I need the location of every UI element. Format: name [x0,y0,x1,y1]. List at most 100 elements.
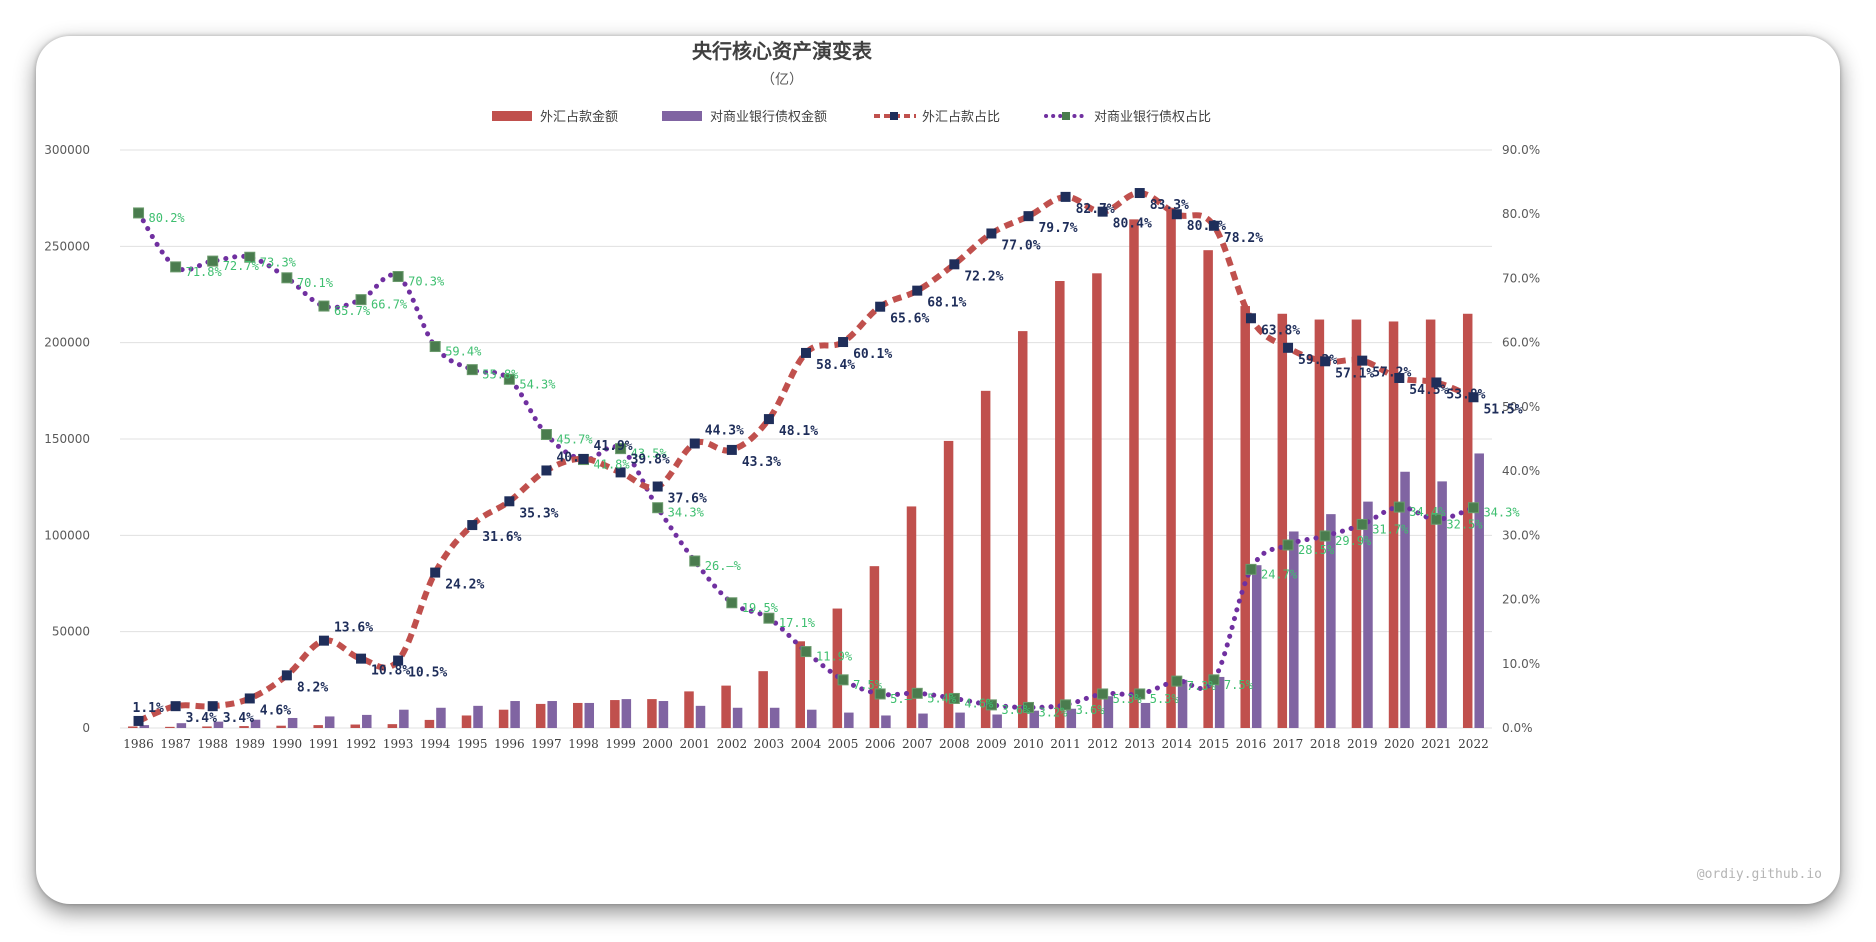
marker-fx-share [1394,372,1405,383]
data-label-claims-share: 5.3% [1150,692,1180,706]
marker-fx-share [1283,342,1294,353]
marker-fx-share [615,467,626,478]
data-label-claims-share: 4.6% [964,696,994,710]
x-tick-label: 1986 [123,737,154,751]
bar-claims-amount [658,701,669,728]
x-tick-label: 1990 [272,737,303,751]
bar-fx-amount [165,726,175,728]
x-tick-label: 1999 [605,737,636,751]
x-tick-label: 2015 [1199,737,1230,751]
y-left-tick-label: 250000 [44,239,90,253]
data-label-claims-share: 29.9% [1335,534,1372,548]
y-left-tick-label: 300000 [44,143,90,157]
data-label-fx-share: 60.1% [853,347,892,362]
bar-fx-amount [424,719,435,728]
data-label-claims-share: 34.3% [1483,506,1520,520]
data-label-fx-share: 80.4% [1113,217,1152,232]
bar-fx-amount [906,506,917,728]
data-label-fx-share: 51.5% [1483,402,1522,417]
marker-fx-share [1431,377,1442,388]
x-tick-label: 1998 [568,737,599,751]
marker-fx-share [875,301,886,312]
marker-claims-share [1319,530,1331,542]
marker-fx-share [281,670,292,681]
marker-claims-share [874,688,886,700]
legend-label: 对商业银行债权金额 [710,109,827,125]
bar-fx-amount [498,709,509,728]
marker-fx-share [1245,313,1256,324]
marker-fx-share [541,465,552,476]
legend-swatch [492,111,532,121]
marker-fx-share [763,414,774,425]
data-label-claims-share: 34.4% [1409,505,1446,519]
marker-claims-share [1060,699,1072,711]
marker-fx-share [578,453,589,464]
marker-claims-share [1393,501,1405,513]
data-label-fx-share: 35.3% [519,506,558,521]
x-tick-label: 2001 [679,737,710,751]
marker-claims-share [1208,674,1220,686]
bar-fx-amount [1017,331,1028,728]
marker-fx-share [1357,355,1368,366]
y-right-tick-label: 40.0% [1502,464,1540,478]
legend-label: 外汇占款占比 [922,110,1000,125]
data-label-fx-share: 48.1% [779,424,818,439]
marker-claims-share [281,272,293,284]
legend-label: 外汇占款金额 [540,109,618,125]
x-tick-label: 2022 [1458,737,1489,751]
marker-fx-share [838,337,849,348]
data-label-fx-share: 59.2% [1298,353,1337,368]
data-label-claims-share: 70.1% [297,276,334,290]
x-tick-label: 2012 [1087,737,1118,751]
data-label-fx-share: 4.6% [260,703,291,718]
bar-fx-amount [684,691,694,728]
y-right-tick-label: 20.0% [1502,593,1540,607]
bar-fx-amount [1166,207,1176,729]
data-label-fx-share: 24.2% [445,578,484,593]
bar-fx-amount [795,641,805,728]
marker-fx-share [430,567,441,578]
marker-claims-share [355,294,367,306]
chart: 央行核心资产演变表 （亿） 0 50000 100000 150000 200000 2500… [44,39,1540,751]
x-tick-label: 1987 [160,737,191,751]
y-right-tick-label: 0.0% [1502,721,1533,735]
x-tick-label: 2003 [754,737,785,751]
data-label-claims-share: 43.5% [631,447,668,461]
marker-fx-share [244,693,255,704]
data-label-fx-share: 83.3% [1150,198,1189,213]
bar-claims-amount [362,714,372,728]
y-left-tick-label: 200000 [44,336,90,350]
marker-fx-share [1320,356,1331,367]
x-tick-label: 2000 [642,737,673,751]
marker-claims-share [1467,502,1479,514]
bar-claims-amount [807,709,817,728]
bar-claims-amount [1029,710,1039,728]
bar-fx-amount [647,699,657,728]
data-label-claims-share: 71.8% [186,265,223,279]
marker-fx-share [170,701,181,712]
x-tick-label: 2020 [1384,737,1415,751]
x-tick-label: 1994 [420,737,451,751]
y-right-tick-label: 70.0% [1502,271,1540,285]
data-label-fx-share: 40.— [556,450,587,465]
bar-claims-amount [621,699,632,728]
data-label-fx-share: 3.4% [186,711,217,726]
data-label-fx-share: 78.2% [1224,231,1263,246]
bar-fx-amount [1203,250,1213,729]
data-label-fx-share: 77.0% [1001,238,1040,253]
x-tick-label: 2009 [976,737,1007,751]
bar-fx-amount [869,566,880,728]
bar-claims-amount [436,707,446,728]
marker-fx-share [689,438,700,449]
x-tick-label: 2016 [1236,737,1267,751]
x-tick-label: 2005 [828,737,859,751]
x-tick-label: 2010 [1013,737,1044,751]
bar-claims-amount [955,712,965,728]
marker-fx-share [1468,392,1479,403]
x-tick-label: 2002 [717,737,748,751]
bar-fx-amount [1388,321,1399,728]
marker-fx-share [318,635,329,646]
marker-fx-share [652,481,663,492]
bar-fx-amount [350,724,361,728]
marker-claims-share [763,612,775,624]
